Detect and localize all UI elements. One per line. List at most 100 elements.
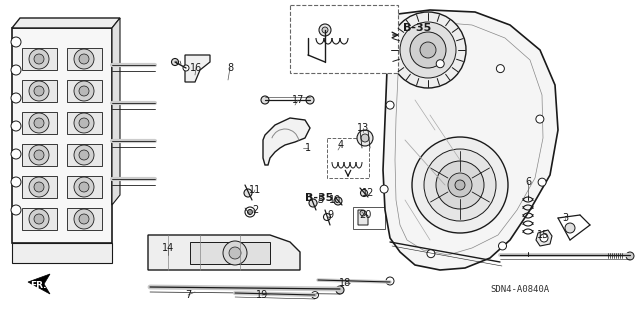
Text: 3: 3 xyxy=(562,213,568,223)
Circle shape xyxy=(79,150,89,160)
Circle shape xyxy=(11,205,21,215)
Text: 7: 7 xyxy=(185,290,191,300)
Circle shape xyxy=(229,247,241,259)
Circle shape xyxy=(29,177,49,197)
Circle shape xyxy=(29,113,49,133)
Circle shape xyxy=(11,149,21,159)
Circle shape xyxy=(245,207,255,217)
Circle shape xyxy=(390,12,466,88)
Circle shape xyxy=(319,24,331,36)
Circle shape xyxy=(172,58,179,65)
Circle shape xyxy=(336,286,344,294)
Circle shape xyxy=(29,81,49,101)
Text: 15: 15 xyxy=(537,230,549,240)
Polygon shape xyxy=(358,210,368,225)
Circle shape xyxy=(540,234,548,242)
Circle shape xyxy=(11,121,21,131)
Circle shape xyxy=(360,189,367,197)
Circle shape xyxy=(29,209,49,229)
Circle shape xyxy=(323,213,330,220)
Bar xyxy=(22,48,57,70)
Bar xyxy=(67,80,102,102)
Circle shape xyxy=(34,54,44,64)
Circle shape xyxy=(223,241,247,265)
Bar xyxy=(22,80,57,102)
Circle shape xyxy=(499,242,506,250)
Circle shape xyxy=(312,292,319,299)
Text: 16: 16 xyxy=(190,63,202,73)
Circle shape xyxy=(412,137,508,233)
Circle shape xyxy=(74,81,94,101)
Circle shape xyxy=(436,60,444,68)
Text: 14: 14 xyxy=(162,243,174,253)
Circle shape xyxy=(74,145,94,165)
Text: 8: 8 xyxy=(227,63,233,73)
Circle shape xyxy=(248,210,253,214)
Circle shape xyxy=(34,86,44,96)
Polygon shape xyxy=(112,18,120,205)
Bar xyxy=(67,176,102,198)
Circle shape xyxy=(626,252,634,260)
Circle shape xyxy=(34,150,44,160)
Text: 20: 20 xyxy=(359,210,371,220)
Polygon shape xyxy=(185,55,210,82)
Circle shape xyxy=(34,182,44,192)
Circle shape xyxy=(410,32,446,68)
Text: 2: 2 xyxy=(252,205,258,215)
Circle shape xyxy=(29,145,49,165)
Circle shape xyxy=(380,185,388,193)
Circle shape xyxy=(74,113,94,133)
Polygon shape xyxy=(263,118,310,165)
Circle shape xyxy=(357,130,373,146)
Bar xyxy=(67,112,102,134)
Circle shape xyxy=(74,209,94,229)
Circle shape xyxy=(497,65,504,73)
Bar xyxy=(22,176,57,198)
Polygon shape xyxy=(28,274,50,294)
Text: 6: 6 xyxy=(525,177,531,187)
Circle shape xyxy=(79,214,89,224)
Circle shape xyxy=(79,54,89,64)
Text: B-35: B-35 xyxy=(403,23,431,33)
Text: 17: 17 xyxy=(292,95,304,105)
Bar xyxy=(67,48,102,70)
Text: SDN4-A0840A: SDN4-A0840A xyxy=(490,286,549,294)
Polygon shape xyxy=(383,10,558,270)
Polygon shape xyxy=(148,235,300,270)
Circle shape xyxy=(455,180,465,190)
Text: 18: 18 xyxy=(339,278,351,288)
Bar xyxy=(22,112,57,134)
Circle shape xyxy=(79,118,89,128)
Circle shape xyxy=(79,182,89,192)
Circle shape xyxy=(29,49,49,69)
Circle shape xyxy=(448,173,472,197)
Circle shape xyxy=(360,210,366,216)
Bar xyxy=(67,208,102,230)
Circle shape xyxy=(427,250,435,258)
Bar xyxy=(12,243,112,263)
Text: 4: 4 xyxy=(338,140,344,150)
Circle shape xyxy=(322,27,328,33)
Text: 10: 10 xyxy=(329,195,341,205)
Text: 11: 11 xyxy=(249,185,261,195)
Circle shape xyxy=(420,42,436,58)
Circle shape xyxy=(244,189,252,197)
Text: FR.: FR. xyxy=(29,280,46,290)
Text: B-35: B-35 xyxy=(305,193,333,203)
Polygon shape xyxy=(12,18,120,28)
Circle shape xyxy=(74,49,94,69)
Circle shape xyxy=(400,22,456,78)
Circle shape xyxy=(565,223,575,233)
Circle shape xyxy=(538,178,546,186)
Circle shape xyxy=(424,149,496,221)
Bar xyxy=(190,242,270,264)
Circle shape xyxy=(11,37,21,47)
Circle shape xyxy=(34,118,44,128)
Bar xyxy=(12,28,112,243)
Bar xyxy=(22,144,57,166)
Text: 12: 12 xyxy=(362,188,374,198)
Bar xyxy=(327,138,369,178)
Bar xyxy=(22,208,57,230)
Text: 13: 13 xyxy=(357,123,369,133)
Circle shape xyxy=(11,65,21,75)
